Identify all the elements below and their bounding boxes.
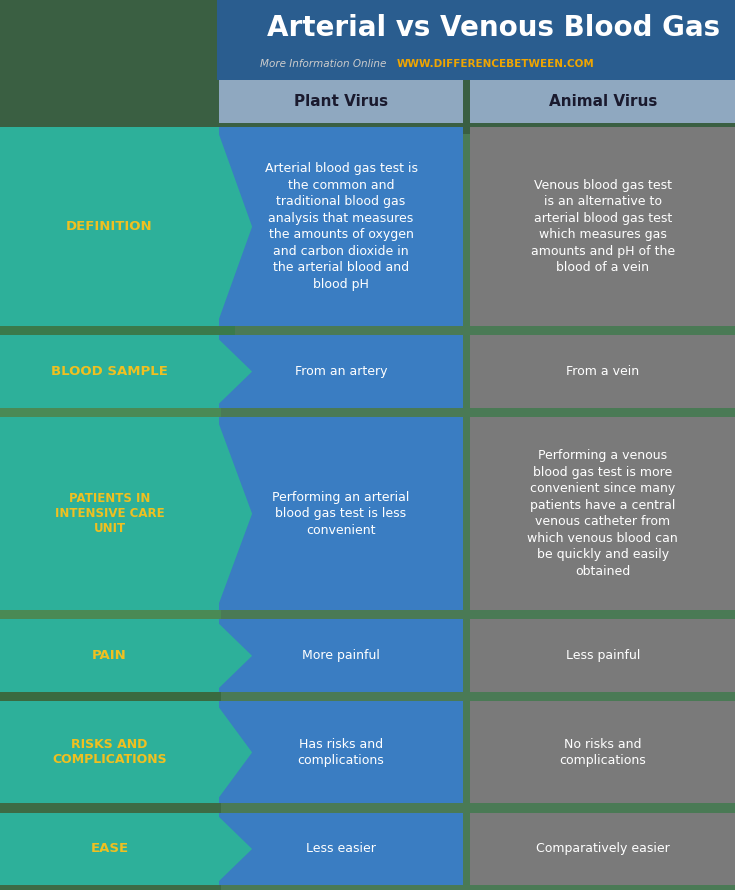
Bar [219,127,463,326]
Bar [470,336,735,408]
Text: RISKS AND
COMPLICATIONS: RISKS AND COMPLICATIONS [52,739,167,766]
Bar [0,623,220,801]
Bar [219,417,463,611]
Text: Has risks and
complications: Has risks and complications [298,738,384,767]
Text: PAIN: PAIN [92,650,127,662]
Text: Animal Virus: Animal Virus [548,94,657,109]
Text: Comparatively easier: Comparatively easier [536,843,670,855]
Bar [219,336,463,408]
Bar [219,80,463,123]
Text: From a vein: From a vein [566,365,639,378]
Text: DEFINITION: DEFINITION [66,220,153,233]
Text: Less painful: Less painful [565,650,640,662]
Text: Less easier: Less easier [306,843,376,855]
Bar [470,701,735,804]
Bar [0,336,219,408]
Bar [470,80,735,123]
Polygon shape [4,339,252,404]
Text: Arterial vs Venous Blood Gas: Arterial vs Venous Blood Gas [268,14,720,42]
Bar [219,701,463,804]
Text: BLOOD SAMPLE: BLOOD SAMPLE [51,365,168,378]
Bar [0,417,219,611]
Text: Performing a venous
blood gas test is more
convenient since many
patients have a: Performing a venous blood gas test is mo… [527,449,678,578]
Bar [219,813,463,886]
Text: From an artery: From an artery [295,365,387,378]
Text: More painful: More painful [302,650,380,662]
Text: No risks and
complications: No risks and complications [559,738,646,767]
Polygon shape [4,624,252,688]
Polygon shape [4,817,252,881]
Text: PATIENTS IN
INTENSIVE CARE
UNIT: PATIENTS IN INTENSIVE CARE UNIT [54,492,165,535]
Text: EASE: EASE [90,843,129,855]
Bar [470,813,735,886]
Polygon shape [4,708,252,797]
Bar [470,127,735,326]
Bar [0,0,735,134]
Text: Performing an arterial
blood gas test is less
convenient: Performing an arterial blood gas test is… [273,490,409,537]
Polygon shape [4,425,252,603]
Bar [0,0,220,890]
Bar [0,619,219,692]
Bar [217,0,735,80]
Bar [470,619,735,692]
Text: More Information Online: More Information Online [260,59,393,69]
Bar [0,127,219,326]
Bar [470,417,735,611]
Bar [0,400,220,623]
Text: Venous blood gas test
is an alternative to
arterial blood gas test
which measure: Venous blood gas test is an alternative … [531,179,675,274]
Polygon shape [4,134,252,319]
Bar [0,134,235,401]
Text: Plant Virus: Plant Virus [294,94,388,109]
Text: Arterial blood gas test is
the common and
traditional blood gas
analysis that me: Arterial blood gas test is the common an… [265,163,417,291]
Bar [0,813,219,886]
Text: WWW.DIFFERENCEBETWEEN.COM: WWW.DIFFERENCEBETWEEN.COM [397,59,595,69]
Bar [0,701,219,804]
Bar [219,619,463,692]
